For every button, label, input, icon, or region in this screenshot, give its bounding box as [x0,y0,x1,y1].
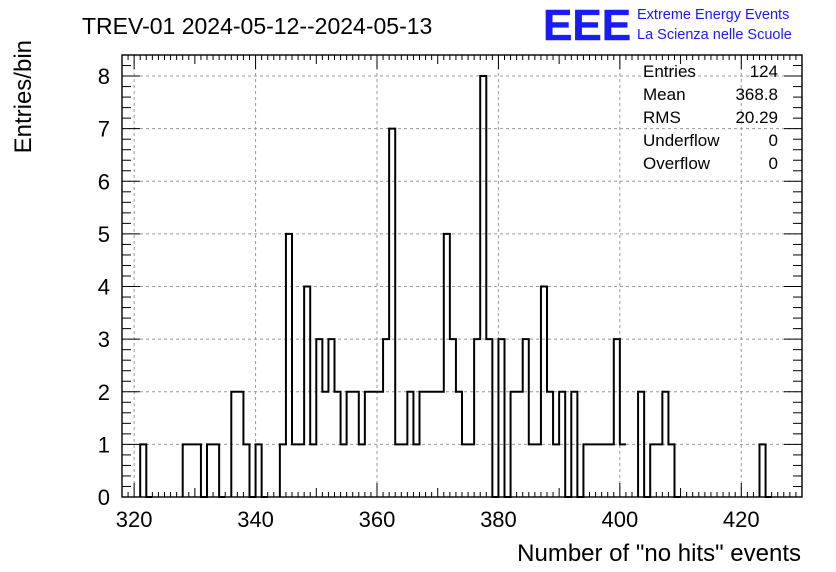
eee-logo: EEE Extreme Energy Events La Scienza nel… [543,1,792,51]
y-axis-label: Entries/bin [10,40,37,153]
stats-value: 0 [769,154,778,173]
x-tick-label: 420 [723,507,760,532]
y-tick-label: 8 [98,64,110,89]
y-tick-label: 6 [98,169,110,194]
y-tick-label: 2 [98,380,110,405]
stats-label: Entries [643,62,696,81]
eee-logo-line2: La Scienza nelle Scuole [637,27,792,43]
stats-value: 124 [750,62,778,81]
grid [122,55,802,497]
x-tick-label: 380 [480,507,517,532]
x-tick-label: 360 [359,507,396,532]
y-tick-label: 1 [98,432,110,457]
stats-value: 368.8 [735,85,778,104]
x-tick-label: 340 [237,507,274,532]
stats-label: Overflow [643,154,711,173]
stats-label: Underflow [643,131,720,150]
x-tick-label: 320 [116,507,153,532]
y-tick-label: 0 [98,485,110,510]
eee-logo-line1: Extreme Energy Events [637,7,789,23]
chart-title: TREV-01 2024-05-12--2024-05-13 [82,13,432,39]
y-tick-label: 5 [98,222,110,247]
x-tick-label: 400 [601,507,638,532]
stats-label: Mean [643,85,686,104]
x-axis-label: Number of "no hits" events [517,540,801,567]
tick-labels: 320 340 360 380 400 420 0 1 2 3 4 5 6 7 8 [98,64,760,532]
stats-box: Entries 124 Mean 368.8 RMS 20.29 Underflow 0 Ove… [643,62,778,173]
stats-label: RMS [643,108,681,127]
eee-logo-text: EEE [543,1,631,50]
stats-value: 20.29 [735,108,778,127]
y-tick-label: 3 [98,327,110,352]
stats-value: 0 [769,131,778,150]
axis-ticks [121,54,803,498]
y-tick-label: 4 [98,275,110,300]
y-tick-label: 7 [98,117,110,142]
